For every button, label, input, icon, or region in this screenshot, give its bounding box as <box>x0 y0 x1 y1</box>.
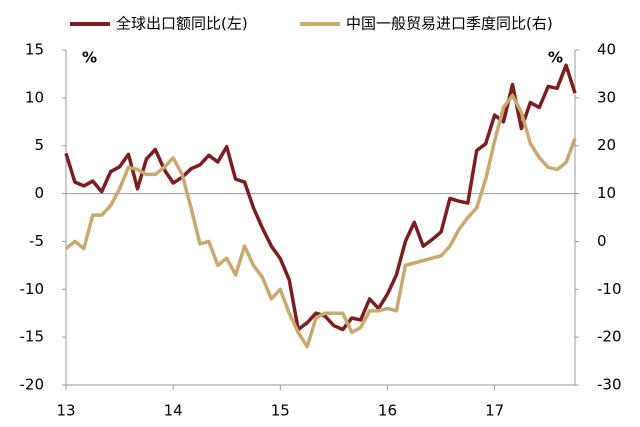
y2-tick-label: 0 <box>597 232 607 250</box>
y2-tick-label: 40 <box>597 41 616 59</box>
series-line <box>64 63 577 332</box>
y2-tick-label: 10 <box>597 184 616 202</box>
legend-label: 中国一般贸易进口季度同比(右) <box>346 15 553 33</box>
right-unit: % <box>548 49 563 67</box>
y2-tick-label: -20 <box>597 328 622 346</box>
y2-tick-label: -30 <box>597 376 622 394</box>
x-tick-label: 14 <box>164 402 183 420</box>
y2-tick-label: -10 <box>597 280 622 298</box>
x-tick-label: 13 <box>56 402 75 420</box>
y-tick-label: 10 <box>25 88 44 106</box>
y-tick-label: -15 <box>20 328 45 346</box>
y-tick-label: 15 <box>25 41 44 59</box>
x-tick-label: 17 <box>485 402 504 420</box>
y-tick-label: 5 <box>34 136 44 154</box>
y-tick-label: -20 <box>20 376 45 394</box>
y2-tick-label: 20 <box>597 136 616 154</box>
x-tick-label: 15 <box>271 402 290 420</box>
legend-label: 全球出口额同比(左) <box>116 15 248 33</box>
y-tick-label: -10 <box>20 280 45 298</box>
y2-tick-label: 30 <box>597 88 616 106</box>
y-tick-label: -5 <box>29 232 44 250</box>
y-tick-label: 0 <box>34 184 44 202</box>
left-unit: % <box>82 49 97 67</box>
series-line <box>64 93 577 349</box>
x-tick-label: 16 <box>378 402 397 420</box>
